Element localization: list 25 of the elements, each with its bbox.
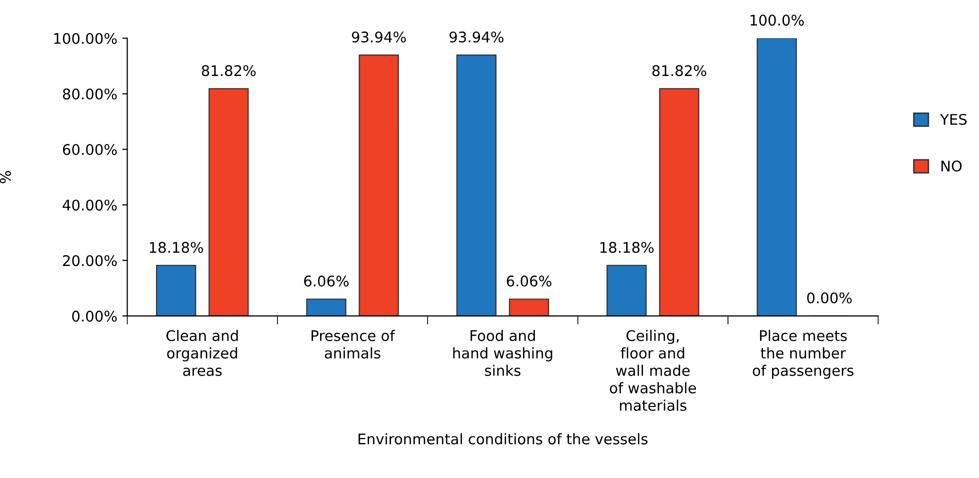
data-label: 18.18%	[600, 242, 654, 253]
data-label: 81.82%	[652, 65, 706, 76]
data-label: 93.94%	[352, 31, 406, 43]
data-label: 18.18%	[150, 242, 204, 253]
y-axis-title: %	[0, 170, 11, 184]
legend-label: NO	[941, 160, 962, 172]
y-tick-label: 100.00%	[54, 32, 117, 44]
y-tick-label: 40.00%	[62, 200, 117, 211]
data-label: 81.82%	[202, 65, 256, 76]
data-label: 6.06%	[506, 276, 552, 287]
data-label: 100.0%	[750, 14, 804, 26]
y-tick-label: 80.00%	[62, 88, 117, 100]
data-label: 0.00%	[807, 292, 852, 304]
x-tick-label: Clean and organized areas	[166, 330, 238, 376]
x-axis-title: Environmental conditions of the vessels	[358, 433, 648, 444]
x-tick-label: Presence of animals	[312, 330, 396, 359]
y-tick-label: 20.00%	[63, 255, 117, 266]
legend-label: YES	[940, 114, 967, 125]
data-label: 93.94%	[450, 31, 504, 43]
data-label: 6.06%	[304, 276, 349, 287]
y-tick-label: 0.00%	[72, 310, 117, 322]
x-tick-label: Food and hand washing sinks	[453, 330, 552, 376]
x-tick-label: Ceiling, floor and wall made of washable materials	[610, 330, 696, 411]
x-tick-label: Place meets the number of passengers	[752, 330, 854, 379]
y-tick-label: 60.00%	[62, 144, 117, 156]
